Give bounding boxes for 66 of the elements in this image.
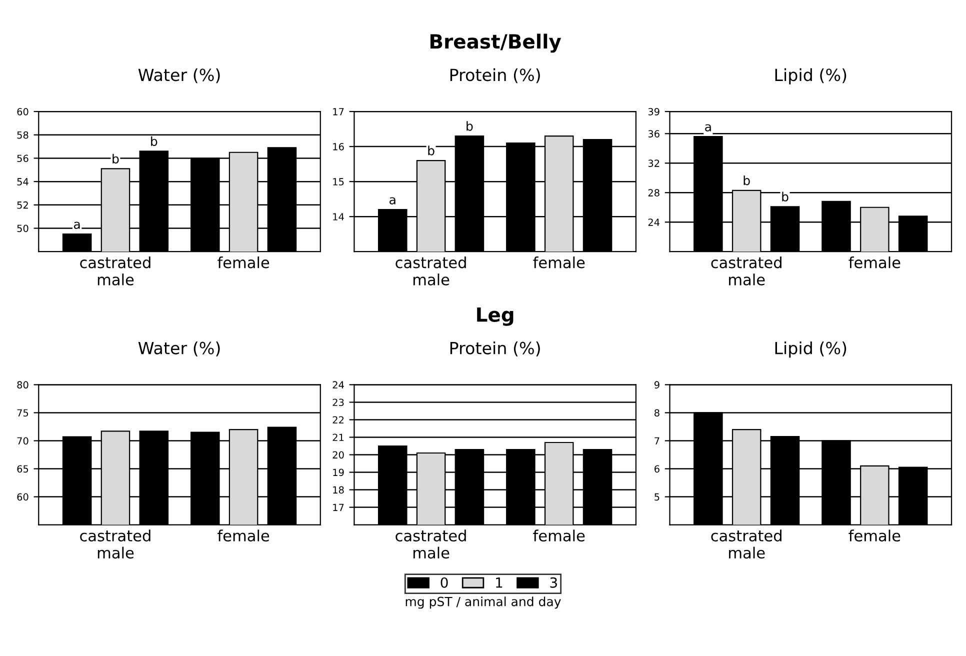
y-tick-label: 75 bbox=[17, 409, 28, 417]
y-tick-label: 24 bbox=[648, 218, 660, 226]
text: Leg bbox=[477, 307, 514, 326]
y-tick-label: 36 bbox=[648, 130, 660, 138]
chart-title: Protein (%) bbox=[450, 341, 540, 356]
y-tick-label: 17 bbox=[333, 108, 344, 116]
y-tick-label: 32 bbox=[648, 160, 660, 167]
y-tick-label: 22 bbox=[332, 416, 344, 424]
chart-title: Water (%) bbox=[138, 68, 220, 84]
y-tick-label: 14 bbox=[333, 213, 344, 220]
chart-title: Water (%) bbox=[138, 342, 220, 356]
data-label: b bbox=[744, 176, 750, 186]
y-tick-label: 52 bbox=[17, 201, 28, 209]
chart-title: Protein (%) bbox=[450, 68, 540, 84]
y-tick-label: 70 bbox=[17, 437, 28, 445]
y-tick-label: 60 bbox=[17, 493, 28, 501]
data-label: b bbox=[151, 136, 158, 146]
x-tick-label: female bbox=[533, 530, 585, 542]
data-label: a bbox=[705, 124, 711, 132]
y-tick-label: 7 bbox=[654, 437, 660, 444]
legend-label: 0 bbox=[440, 577, 448, 588]
data-label: b bbox=[782, 192, 788, 202]
chart-title: Lipid (%) bbox=[775, 341, 846, 358]
y-tick-label: 28 bbox=[648, 189, 660, 196]
y-tick-label: 17 bbox=[333, 504, 344, 511]
x-tick-label: castrated male bbox=[80, 256, 150, 286]
y-tick-label: 54 bbox=[17, 178, 28, 186]
y-tick-label: 39 bbox=[648, 108, 660, 116]
x-tick-label: castrated male bbox=[711, 256, 782, 286]
y-tick-label: 18 bbox=[333, 486, 344, 494]
data-label: a bbox=[74, 222, 80, 229]
x-tick-label: castrated male bbox=[711, 530, 782, 559]
y-tick-label: 24 bbox=[332, 381, 344, 388]
text: Breast/Belly bbox=[430, 34, 562, 53]
y-tick-label: 56 bbox=[17, 154, 28, 162]
x-tick-label: castrated male bbox=[396, 530, 466, 559]
legend-label: 1 bbox=[496, 578, 502, 588]
x-tick-label: female bbox=[533, 256, 585, 268]
legend-label: 3 bbox=[550, 577, 557, 588]
legend-title: mg pST / animal and day bbox=[406, 596, 561, 609]
y-tick-label: 19 bbox=[333, 468, 344, 476]
y-tick-label: 20 bbox=[332, 451, 344, 459]
y-tick-label: 9 bbox=[654, 381, 660, 389]
y-tick-label: 58 bbox=[17, 131, 28, 139]
y-tick-label: 16 bbox=[333, 143, 344, 150]
y-tick-label: 6 bbox=[654, 465, 660, 473]
x-tick-label: female bbox=[848, 530, 900, 542]
x-tick-label: female bbox=[218, 530, 270, 542]
y-tick-label: 8 bbox=[654, 409, 660, 417]
y-tick-label: 50 bbox=[17, 224, 28, 232]
x-tick-label: castrated male bbox=[396, 256, 466, 286]
y-tick-label: 15 bbox=[333, 178, 344, 186]
y-tick-label: 60 bbox=[17, 108, 28, 116]
y-tick-label: 5 bbox=[654, 493, 660, 501]
y-tick-label: 21 bbox=[332, 434, 344, 441]
y-tick-label: 23 bbox=[332, 398, 344, 406]
data-label: a bbox=[390, 197, 396, 204]
y-tick-label: 80 bbox=[17, 381, 28, 389]
data-label: b bbox=[466, 121, 473, 131]
x-tick-label: castrated male bbox=[80, 530, 150, 559]
data-label: b bbox=[428, 146, 434, 156]
chart-title: Lipid (%) bbox=[775, 68, 846, 84]
x-tick-label: female bbox=[848, 256, 900, 268]
y-tick-label: 65 bbox=[17, 465, 28, 473]
data-label: b bbox=[112, 154, 119, 164]
x-tick-label: female bbox=[218, 256, 270, 268]
